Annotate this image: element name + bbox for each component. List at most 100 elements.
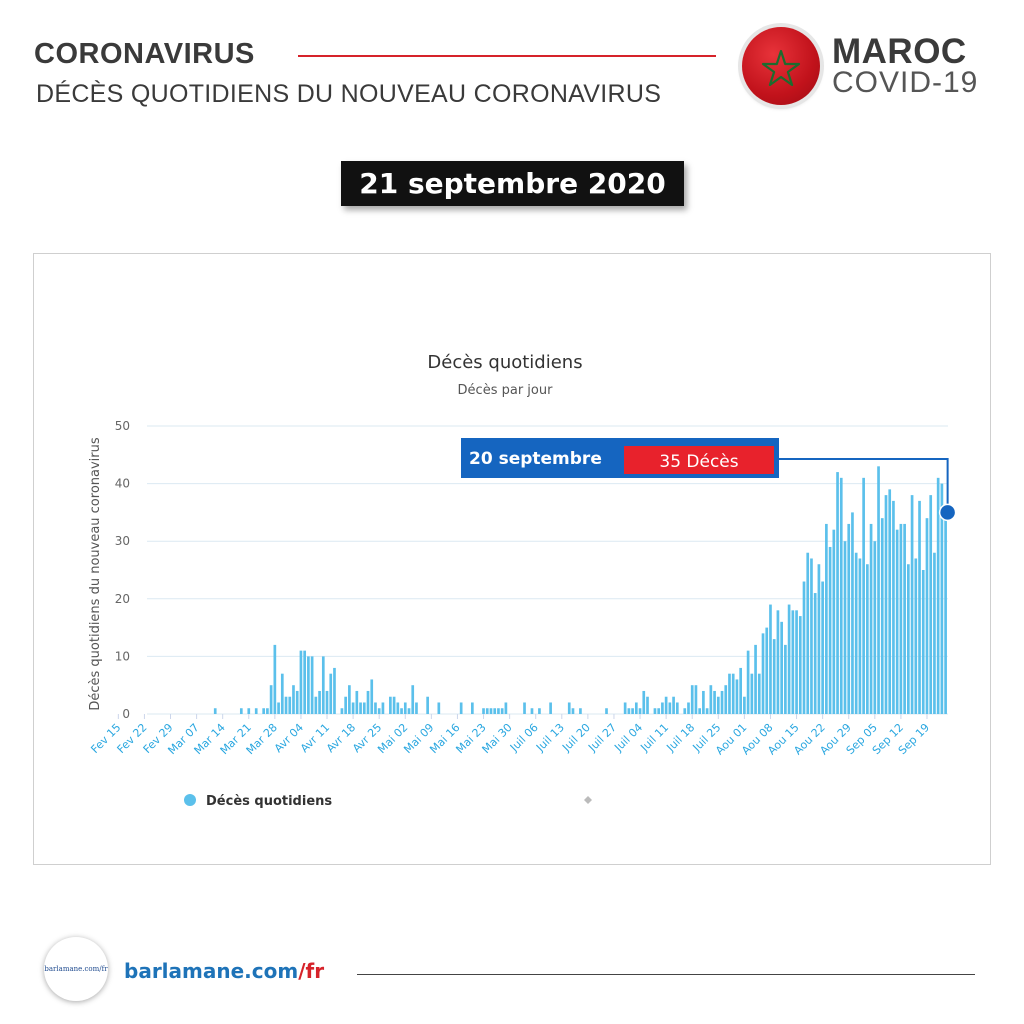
bar[interactable] bbox=[854, 552, 858, 714]
bar[interactable] bbox=[813, 593, 817, 714]
bar[interactable] bbox=[295, 690, 299, 714]
bar[interactable] bbox=[668, 702, 672, 714]
bar[interactable] bbox=[318, 690, 321, 714]
bar[interactable] bbox=[567, 702, 571, 714]
bar[interactable] bbox=[903, 523, 906, 714]
bar[interactable] bbox=[754, 644, 757, 714]
bar[interactable] bbox=[817, 564, 821, 714]
bar[interactable] bbox=[482, 708, 485, 714]
bar[interactable] bbox=[254, 708, 258, 714]
bar[interactable] bbox=[731, 673, 735, 714]
bar[interactable] bbox=[549, 702, 552, 714]
bar[interactable] bbox=[769, 604, 772, 714]
bar[interactable] bbox=[407, 708, 411, 714]
bar[interactable] bbox=[359, 702, 362, 714]
bar[interactable] bbox=[415, 702, 418, 714]
bar[interactable] bbox=[787, 604, 791, 714]
bar[interactable] bbox=[642, 690, 646, 714]
bar[interactable] bbox=[500, 708, 504, 714]
bar[interactable] bbox=[687, 702, 690, 714]
bar[interactable] bbox=[646, 696, 649, 714]
bar[interactable] bbox=[400, 708, 403, 714]
bar[interactable] bbox=[825, 523, 828, 714]
bar[interactable] bbox=[605, 708, 608, 714]
bar[interactable] bbox=[280, 673, 284, 714]
legend-label[interactable]: Décès quotidiens bbox=[206, 794, 332, 809]
bar[interactable] bbox=[631, 708, 634, 714]
bar[interactable] bbox=[772, 639, 776, 714]
bar[interactable] bbox=[694, 685, 698, 714]
bar[interactable] bbox=[634, 702, 638, 714]
bar[interactable] bbox=[940, 483, 944, 714]
bar[interactable] bbox=[880, 518, 884, 714]
bar[interactable] bbox=[739, 667, 742, 714]
bar[interactable] bbox=[776, 610, 780, 714]
bar[interactable] bbox=[843, 541, 847, 714]
bar[interactable] bbox=[497, 708, 500, 714]
bar[interactable] bbox=[821, 581, 824, 714]
bar[interactable] bbox=[303, 650, 306, 714]
bar[interactable] bbox=[802, 581, 806, 714]
bar[interactable] bbox=[426, 696, 429, 714]
bar[interactable] bbox=[705, 708, 709, 714]
bar[interactable] bbox=[761, 633, 765, 714]
bar[interactable] bbox=[750, 673, 754, 714]
bar[interactable] bbox=[344, 696, 347, 714]
bar[interactable] bbox=[933, 552, 936, 714]
bar[interactable] bbox=[810, 558, 813, 714]
bar[interactable] bbox=[884, 495, 888, 714]
bar[interactable] bbox=[288, 696, 292, 714]
bar[interactable] bbox=[791, 610, 795, 714]
bar[interactable] bbox=[284, 696, 288, 714]
bar[interactable] bbox=[888, 489, 892, 714]
bar[interactable] bbox=[661, 702, 664, 714]
bar[interactable] bbox=[862, 477, 865, 714]
bar[interactable] bbox=[832, 529, 836, 714]
bar[interactable] bbox=[538, 708, 541, 714]
bar[interactable] bbox=[921, 570, 925, 714]
bar[interactable] bbox=[895, 529, 899, 714]
bar[interactable] bbox=[936, 477, 940, 714]
bar[interactable] bbox=[653, 708, 657, 714]
bar[interactable] bbox=[239, 708, 243, 714]
bar[interactable] bbox=[321, 656, 325, 714]
bar[interactable] bbox=[728, 673, 731, 714]
bar[interactable] bbox=[377, 708, 381, 714]
bar[interactable] bbox=[437, 702, 441, 714]
bar[interactable] bbox=[370, 679, 374, 714]
bar[interactable] bbox=[806, 552, 810, 714]
bar[interactable] bbox=[355, 690, 359, 714]
bar[interactable] bbox=[504, 702, 508, 714]
bar[interactable] bbox=[869, 523, 873, 714]
bar[interactable] bbox=[579, 708, 582, 714]
bar[interactable] bbox=[493, 708, 497, 714]
bar[interactable] bbox=[847, 523, 851, 714]
bar[interactable] bbox=[459, 702, 463, 714]
legend-nav-icon[interactable] bbox=[584, 796, 592, 804]
bar[interactable] bbox=[307, 656, 310, 714]
bar[interactable] bbox=[314, 696, 318, 714]
bar[interactable] bbox=[702, 690, 705, 714]
bar[interactable] bbox=[389, 696, 392, 714]
bar[interactable] bbox=[743, 696, 746, 714]
bar[interactable] bbox=[929, 495, 933, 714]
bar[interactable] bbox=[720, 690, 724, 714]
bar[interactable] bbox=[523, 702, 526, 714]
bar[interactable] bbox=[780, 621, 783, 714]
bar[interactable] bbox=[664, 696, 668, 714]
bar[interactable] bbox=[411, 685, 415, 714]
bar[interactable] bbox=[899, 523, 903, 714]
bar[interactable] bbox=[892, 500, 895, 714]
bar[interactable] bbox=[266, 708, 269, 714]
bar[interactable] bbox=[757, 673, 761, 714]
bar[interactable] bbox=[657, 708, 661, 714]
bar[interactable] bbox=[362, 702, 366, 714]
bar[interactable] bbox=[299, 650, 303, 714]
bar[interactable] bbox=[310, 656, 314, 714]
footer-url[interactable]: barlamane.com/fr bbox=[124, 959, 324, 983]
bar[interactable] bbox=[795, 610, 798, 714]
bar[interactable] bbox=[713, 690, 716, 714]
bar[interactable] bbox=[672, 696, 675, 714]
bar[interactable] bbox=[530, 708, 534, 714]
bar[interactable] bbox=[798, 616, 802, 714]
